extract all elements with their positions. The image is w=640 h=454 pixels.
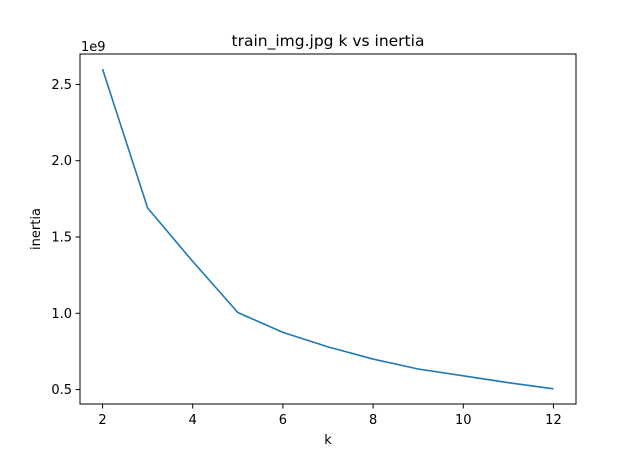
series-line: [101, 68, 554, 390]
y-tick-label: 2.0: [51, 154, 72, 169]
x-tick-label: 12: [545, 413, 562, 428]
y-scale-label: 1e9: [81, 40, 106, 55]
x-tick-label: 4: [189, 413, 197, 428]
y-tick-label: 1.0: [51, 307, 72, 322]
y-tick-label: 0.5: [51, 383, 72, 398]
x-tick-label: 10: [455, 413, 472, 428]
x-tick-label: 8: [369, 413, 377, 428]
y-axis-label: inertia: [29, 208, 44, 250]
y-tick-label: 1.5: [51, 231, 72, 246]
x-axis-label: k: [324, 433, 332, 448]
ticks-layer: 2 4 6 8 10 12 0.5 1.0 1.5 2.0 2.5: [51, 78, 561, 428]
x-tick-label: 2: [98, 413, 106, 428]
chart-title: train_img.jpg k vs inertia: [232, 32, 425, 51]
x-tick-label: 6: [279, 413, 287, 428]
plot-frame: [79, 53, 577, 405]
y-tick-label: 2.5: [51, 78, 72, 93]
